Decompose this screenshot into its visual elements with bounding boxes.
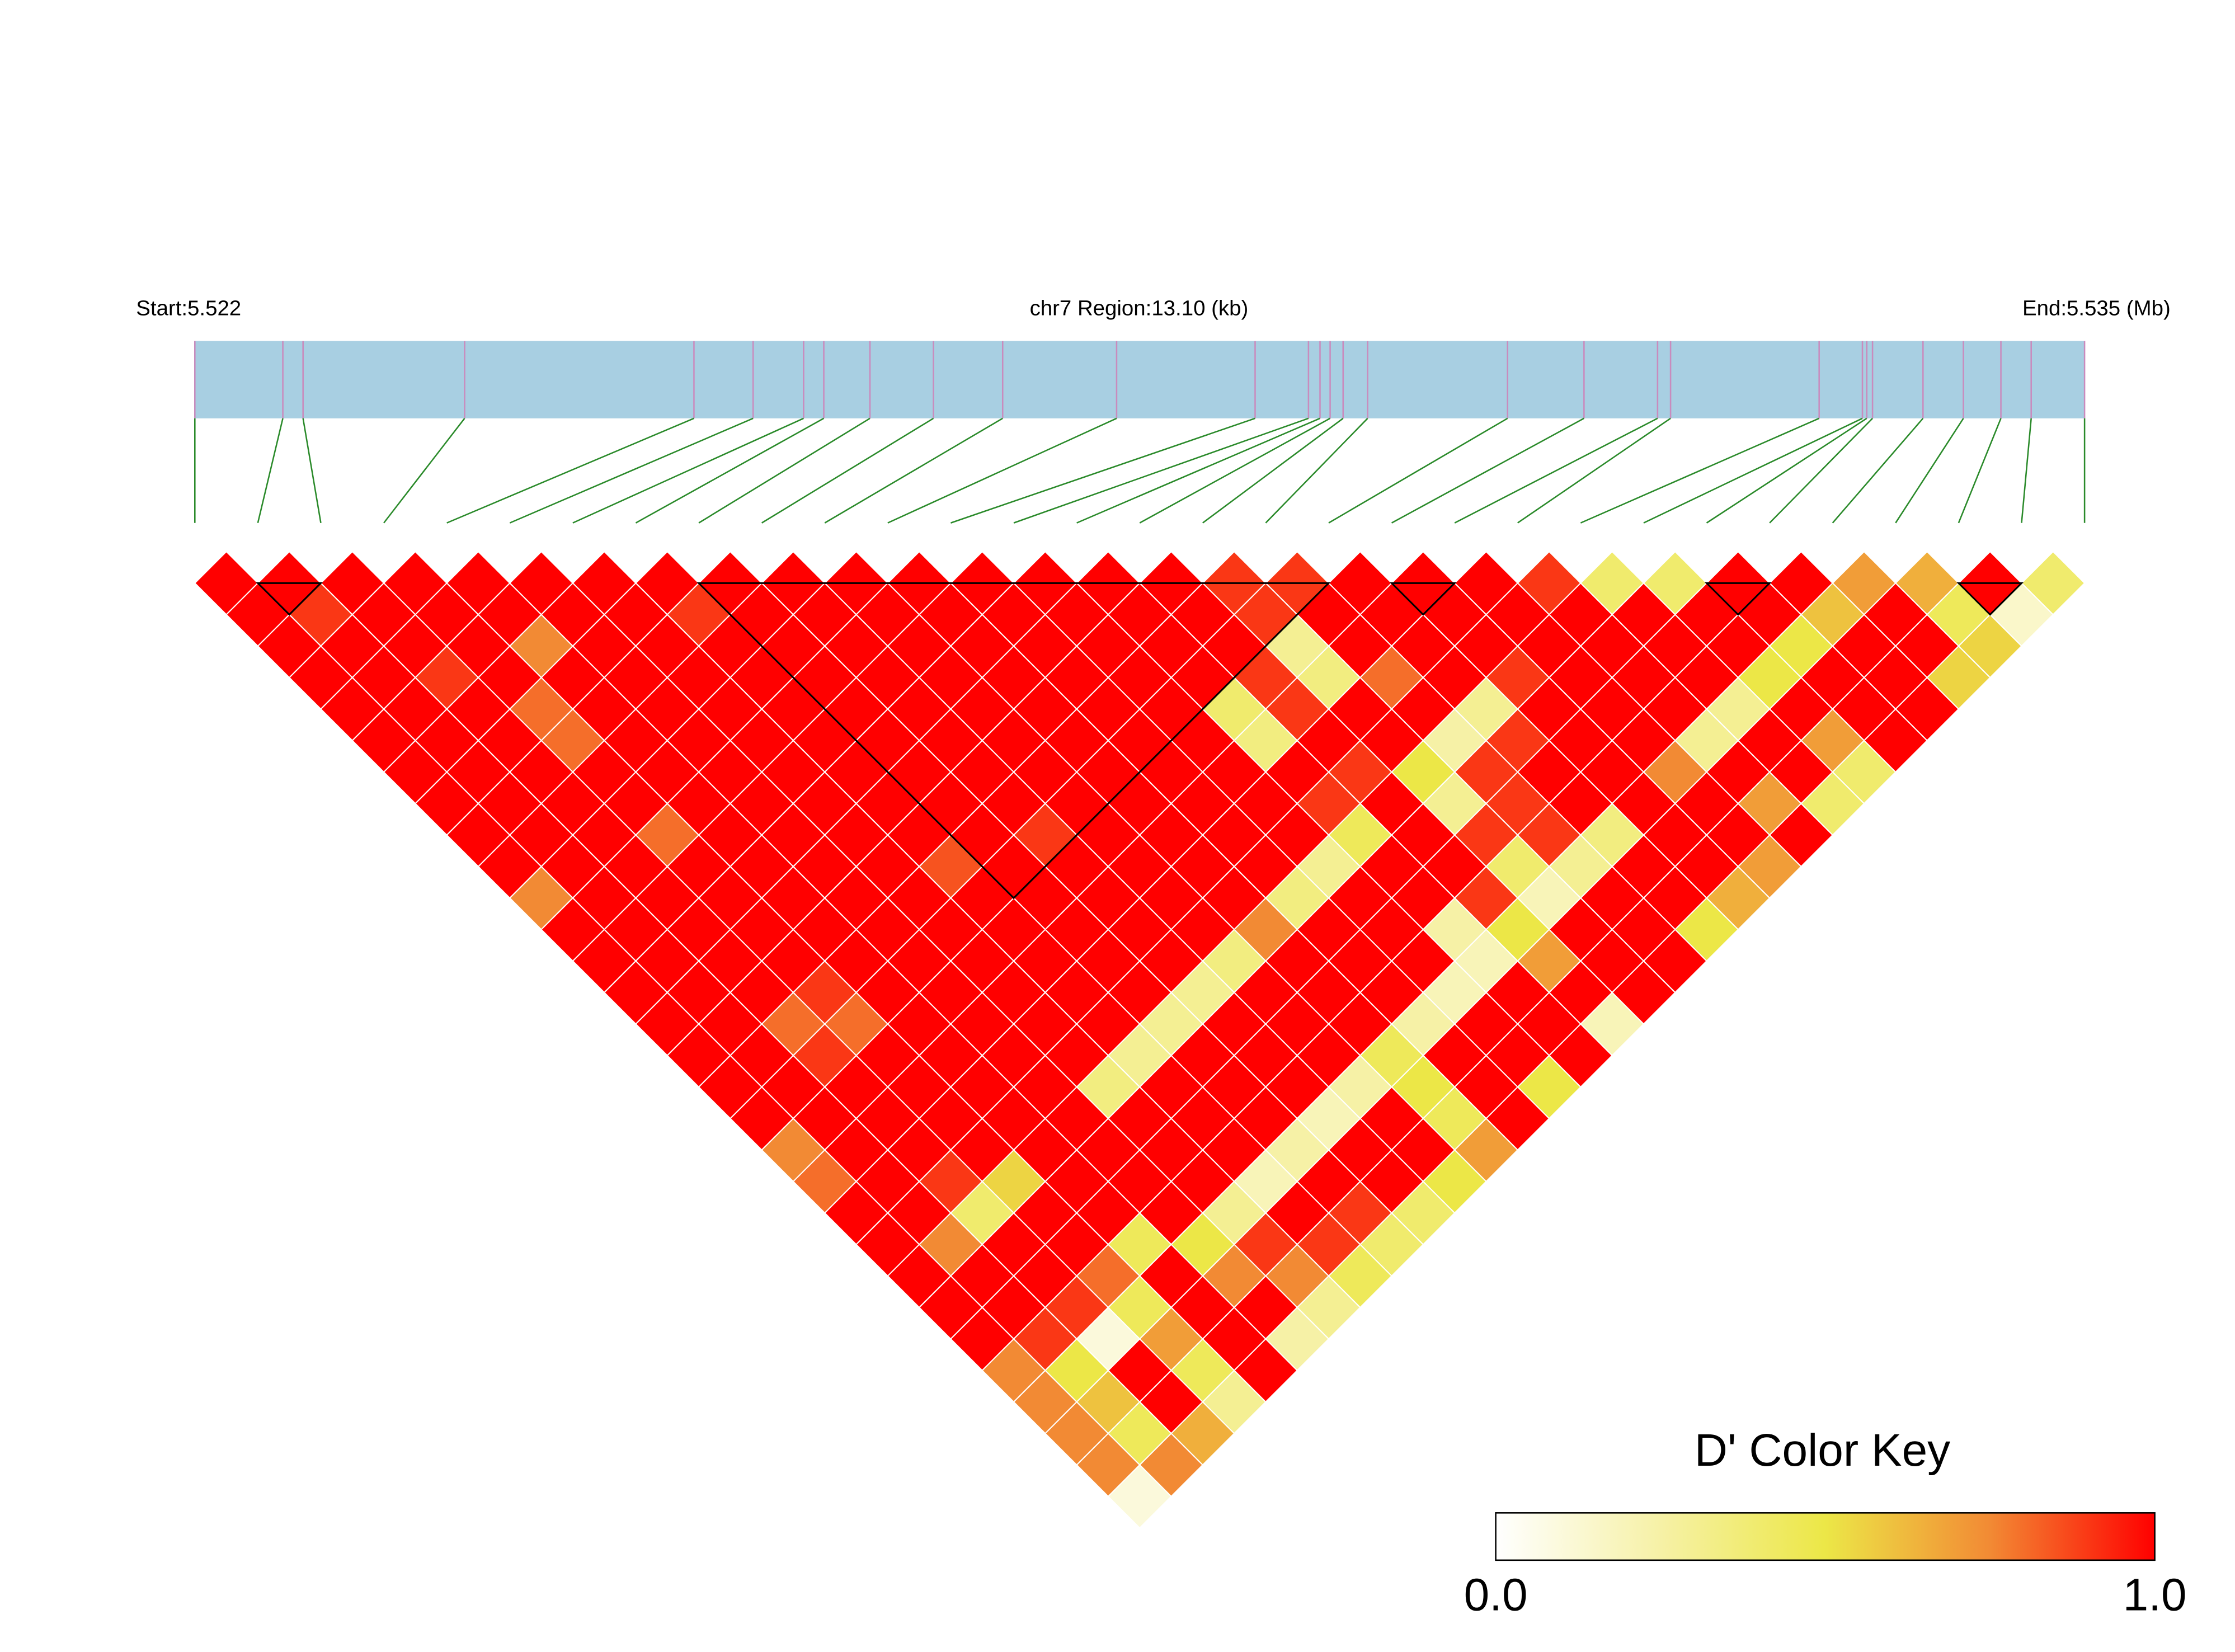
snp-connector [635,417,825,524]
snp-connector [1706,417,1867,524]
region-bar [195,341,2085,418]
snp-connector [1265,417,1368,524]
snp-connector [1517,417,1671,524]
haplotype-block [1956,582,2024,616]
snp-connector [1076,417,1321,524]
haplotype-block [256,582,323,616]
snp-connector [698,417,871,524]
snp-connector [761,417,934,524]
snp-connector [302,418,322,523]
snp-connector [1139,417,1331,524]
snp-connector [509,417,754,524]
start-label: Start:5.522 [136,296,241,320]
snp-connector [446,417,694,524]
color-key-title: D' Color Key [1695,1425,1950,1476]
color-key-tick-label: 0.0 [1464,1569,1528,1620]
snp-connector [1643,417,1863,524]
haplotype-block [1704,582,1772,616]
snp-connector [887,417,1117,524]
snp-connector [1328,417,1508,524]
snp-connector [1958,418,2002,524]
snp-connector [383,418,465,524]
snp-connector [1013,417,1309,524]
snp-connector [1832,417,1924,524]
snp-connector [824,417,1003,524]
color-key-bar [1495,1512,2156,1561]
snp-connector [572,417,804,524]
color-key-tick-label: 1.0 [2123,1569,2187,1620]
snp-connector [2021,418,2032,523]
snp-connector [1391,417,1584,524]
snp-connector [1202,417,1344,524]
snp-connector [257,418,284,524]
haplotype-block [1389,582,1457,616]
snp-connector [1769,417,1873,524]
ld-cell [1107,1464,1172,1529]
snp-connector [950,417,1255,524]
snp-connector [1895,418,1964,524]
end-label: End:5.535 (Mb) [2022,296,2171,320]
snp-connector [1580,417,1820,524]
region-label: chr7 Region:13.10 (kb) [1030,296,1249,320]
snp-connector [1454,417,1658,524]
haplotype-block [697,582,1331,900]
